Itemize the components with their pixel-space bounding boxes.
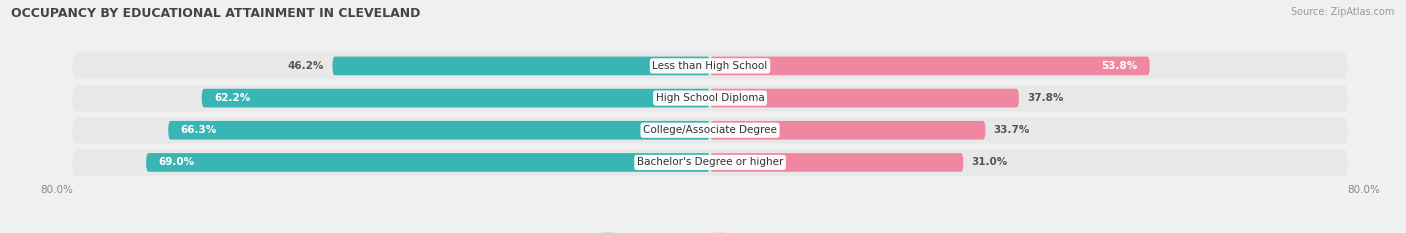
Legend: Owner-occupied, Renter-occupied: Owner-occupied, Renter-occupied <box>598 229 823 233</box>
Text: College/Associate Degree: College/Associate Degree <box>643 125 778 135</box>
Text: 37.8%: 37.8% <box>1028 93 1063 103</box>
FancyBboxPatch shape <box>169 121 710 140</box>
FancyBboxPatch shape <box>710 121 986 140</box>
FancyBboxPatch shape <box>332 57 710 75</box>
Text: 46.2%: 46.2% <box>288 61 325 71</box>
Text: OCCUPANCY BY EDUCATIONAL ATTAINMENT IN CLEVELAND: OCCUPANCY BY EDUCATIONAL ATTAINMENT IN C… <box>11 7 420 20</box>
Text: 69.0%: 69.0% <box>159 158 194 168</box>
Text: 31.0%: 31.0% <box>972 158 1008 168</box>
FancyBboxPatch shape <box>710 89 1019 107</box>
FancyBboxPatch shape <box>146 153 710 172</box>
Text: 66.3%: 66.3% <box>180 125 217 135</box>
FancyBboxPatch shape <box>73 85 1347 111</box>
Text: Source: ZipAtlas.com: Source: ZipAtlas.com <box>1291 7 1395 17</box>
FancyBboxPatch shape <box>710 153 963 172</box>
FancyBboxPatch shape <box>710 57 1150 75</box>
FancyBboxPatch shape <box>201 89 710 107</box>
Text: High School Diploma: High School Diploma <box>655 93 765 103</box>
FancyBboxPatch shape <box>73 149 1347 176</box>
Text: 53.8%: 53.8% <box>1101 61 1137 71</box>
Text: 33.7%: 33.7% <box>994 125 1031 135</box>
Text: 62.2%: 62.2% <box>214 93 250 103</box>
FancyBboxPatch shape <box>73 53 1347 79</box>
FancyBboxPatch shape <box>73 117 1347 144</box>
Text: Bachelor's Degree or higher: Bachelor's Degree or higher <box>637 158 783 168</box>
Text: Less than High School: Less than High School <box>652 61 768 71</box>
